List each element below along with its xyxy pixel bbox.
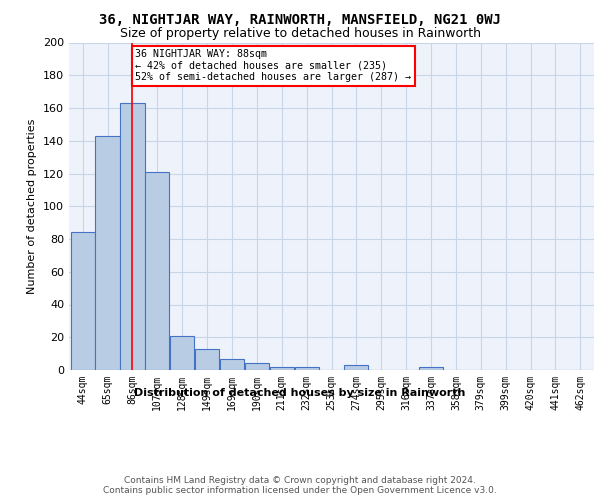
Bar (71, 232, 95, 370)
Bar (344, 365, 368, 370)
Text: Size of property relative to detached houses in Rainworth: Size of property relative to detached ho… (119, 28, 481, 40)
Bar (419, 366, 443, 370)
Bar (121, 103, 145, 370)
Bar (145, 172, 169, 370)
Text: Contains HM Land Registry data © Crown copyright and database right 2024.
Contai: Contains HM Land Registry data © Crown c… (103, 476, 497, 495)
Bar (195, 348, 219, 370)
Bar (170, 336, 194, 370)
Bar (245, 364, 269, 370)
Text: 36 NIGHTJAR WAY: 88sqm
← 42% of detached houses are smaller (235)
52% of semi-de: 36 NIGHTJAR WAY: 88sqm ← 42% of detached… (136, 49, 412, 82)
Text: 36, NIGHTJAR WAY, RAINWORTH, MANSFIELD, NG21 0WJ: 36, NIGHTJAR WAY, RAINWORTH, MANSFIELD, … (99, 12, 501, 26)
Text: Distribution of detached houses by size in Rainworth: Distribution of detached houses by size … (134, 388, 466, 398)
Bar (220, 358, 244, 370)
Bar (295, 366, 319, 370)
Y-axis label: Number of detached properties: Number of detached properties (28, 118, 37, 294)
Bar (269, 366, 294, 370)
Bar (95, 136, 119, 370)
